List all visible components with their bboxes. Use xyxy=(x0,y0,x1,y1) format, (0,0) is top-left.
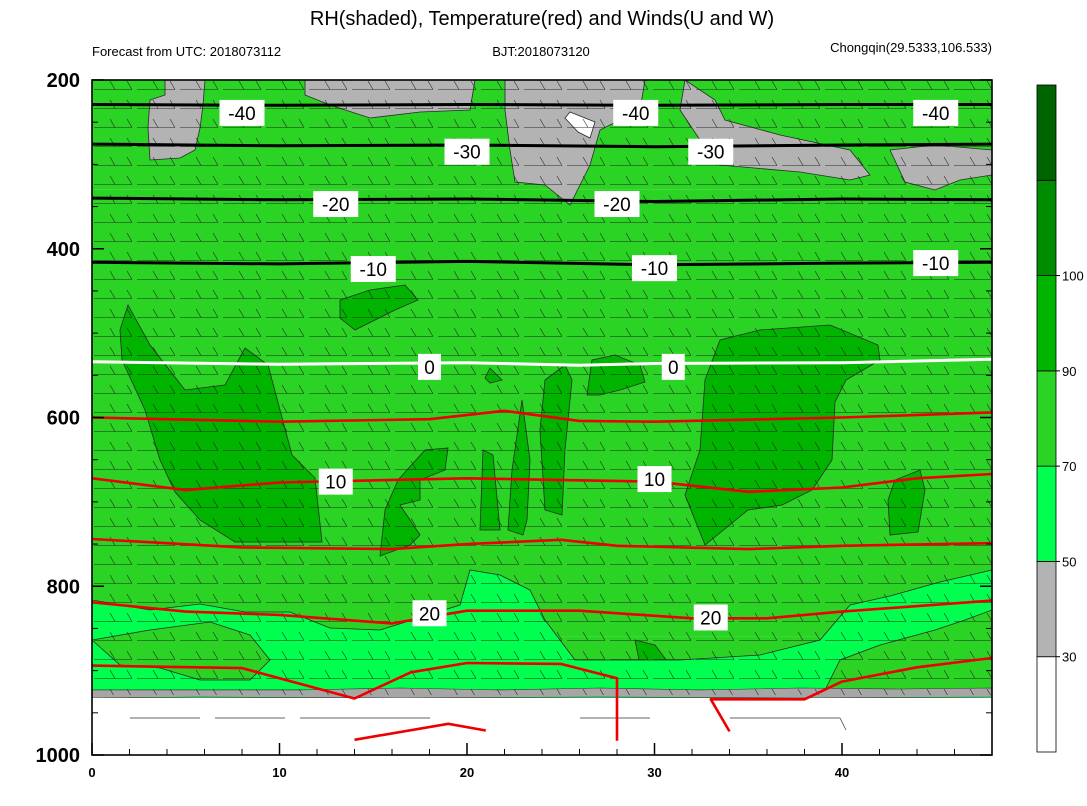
contour-label-box xyxy=(693,604,728,631)
colorbar-swatch xyxy=(1036,656,1057,753)
colorbar-swatch xyxy=(1036,84,1057,181)
y-tick-label: 800 xyxy=(47,576,80,598)
chart-subtitle-left: Forecast from UTC: 2018073112 xyxy=(92,44,281,59)
x-axis: 0 10 20 30 40 xyxy=(88,743,993,780)
contour-label-box xyxy=(313,191,359,218)
y-tick-label: 400 xyxy=(47,239,80,261)
contour-label: 0 xyxy=(668,358,679,379)
contour-label: -30 xyxy=(697,143,724,164)
colorbar-swatch xyxy=(1036,275,1057,372)
temperature-contour-line xyxy=(354,722,487,742)
contour-label: -10 xyxy=(360,260,387,281)
colorbar-swatch xyxy=(1036,465,1057,562)
colorbar-tick-label: 50 xyxy=(1062,554,1076,569)
temperature-contour-line xyxy=(92,142,992,149)
contour-label-box xyxy=(637,466,672,493)
contour-label-box xyxy=(318,468,353,495)
contour-label-box xyxy=(913,250,959,277)
contour-label: -20 xyxy=(322,195,349,216)
x-tick-label: 30 xyxy=(647,765,661,780)
contour-label: -40 xyxy=(922,104,949,125)
contour-label-box xyxy=(418,353,441,380)
chart-subtitle-right: Chongqin(29.5333,106.533) xyxy=(830,40,992,55)
temperature-contour-line xyxy=(92,599,992,625)
y-tick-label: 200 xyxy=(47,70,80,92)
contour-label: -20 xyxy=(603,195,630,216)
contour-label-box xyxy=(688,138,734,165)
contour-label-box xyxy=(444,138,490,165)
contour-label: -40 xyxy=(228,104,255,125)
contour-label: 10 xyxy=(644,470,665,491)
colorbar-swatch xyxy=(1036,179,1057,276)
temperature-contour-line xyxy=(92,259,992,267)
contour-label: -10 xyxy=(641,259,668,280)
temperature-contour-line xyxy=(92,661,619,741)
x-tick-label: 0 xyxy=(88,765,95,780)
contour-label-box xyxy=(613,99,659,126)
y-tick-label: 600 xyxy=(47,408,80,430)
colorbar: 30 50 70 90 100 xyxy=(1036,84,1084,753)
contour-label: -30 xyxy=(453,143,480,164)
chart-subtitle-center: BJT:2018073120 xyxy=(492,44,590,59)
temperature-contour-line xyxy=(92,357,992,367)
x-tick-label: 40 xyxy=(835,765,849,780)
temperature-contour-line xyxy=(92,409,992,423)
contour-label-box xyxy=(913,99,959,126)
temperature-contour-line xyxy=(709,656,992,733)
x-tick-label: 20 xyxy=(460,765,474,780)
y-tick-label: 1000 xyxy=(36,745,81,767)
contour-label: 0 xyxy=(424,358,435,379)
colorbar-tick-label: 100 xyxy=(1062,269,1084,284)
contour-label: 20 xyxy=(419,604,440,625)
wind-barbs xyxy=(92,80,992,695)
plot-area: -40 -40 -40 -30 -30 -20 -20 -10 -10 -10 0 0 10 10 20 20 xyxy=(92,80,992,755)
temperature-contour-line xyxy=(92,196,992,203)
colorbar-swatch xyxy=(1036,561,1057,658)
x-tick-label: 10 xyxy=(272,765,286,780)
contour-label: -40 xyxy=(622,104,649,125)
colorbar-swatch xyxy=(1036,370,1057,467)
below-ground xyxy=(92,698,992,755)
contour-label-box xyxy=(350,256,396,282)
temperature-contour-line xyxy=(92,537,992,551)
colorbar-tick-label: 70 xyxy=(1062,459,1076,474)
contour-label-box xyxy=(594,191,640,218)
surface-wind-barbs xyxy=(130,717,847,731)
contour-label: 20 xyxy=(700,608,721,629)
contour-label: 10 xyxy=(325,473,346,494)
colorbar-tick-label: 30 xyxy=(1062,650,1076,665)
contour-label-box xyxy=(661,353,685,380)
contour-label: -10 xyxy=(922,254,949,275)
chart-title: RH(shaded), Temperature(red) and Winds(U… xyxy=(310,8,774,30)
contour-labels: -40 -40 -40 -30 -30 -20 -20 -10 -10 -10 0 0 10 10 20 20 xyxy=(219,99,959,631)
contour-label-box xyxy=(632,255,677,282)
contour-label-box xyxy=(412,600,447,627)
contour-label-box xyxy=(219,99,265,126)
colorbar-tick-label: 90 xyxy=(1062,364,1076,379)
